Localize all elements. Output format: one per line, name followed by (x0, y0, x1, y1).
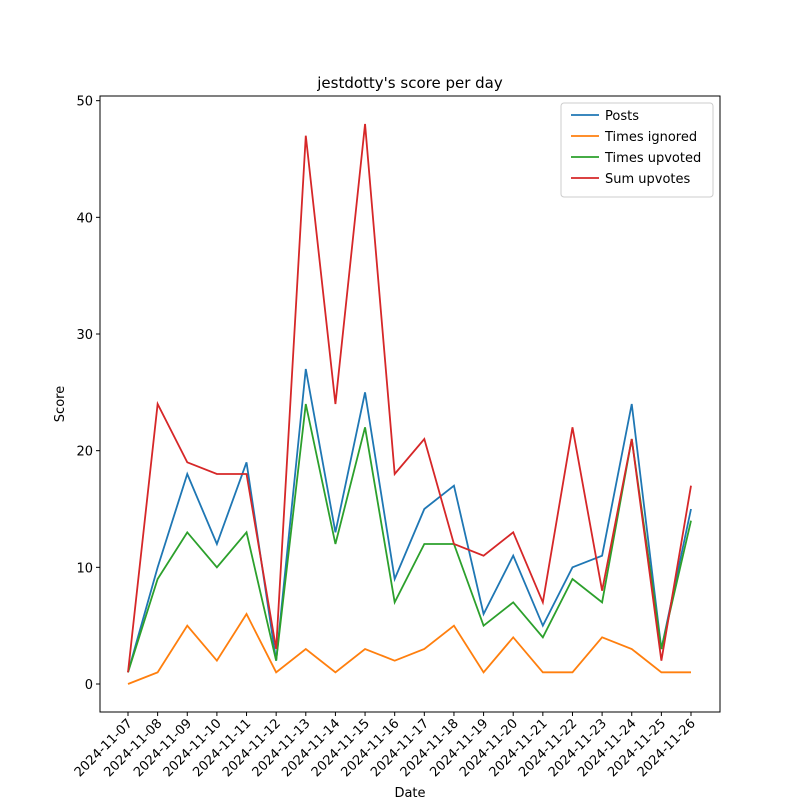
legend-label: Sum upvotes (605, 172, 691, 187)
legend-box (560, 102, 714, 198)
series-line (127, 403, 692, 673)
y-tick-label: 10 (76, 561, 93, 576)
y-tick-label: 30 (76, 328, 93, 343)
series-line (127, 123, 692, 673)
legend-label: Times ignored (604, 130, 697, 145)
legend-label: Posts (605, 109, 639, 124)
series-line (127, 612, 691, 685)
y-tick-label: 50 (76, 95, 93, 110)
legend-label: Times upvoted (604, 151, 701, 166)
y-tick-label: 40 (76, 211, 93, 226)
y-tick-label: 0 (85, 678, 93, 693)
y-axis-label: Score (53, 386, 68, 422)
y-tick-label: 20 (76, 445, 93, 460)
series-line (127, 368, 692, 673)
plot-frame (99, 95, 721, 713)
x-axis-label: Date (394, 786, 425, 800)
chart-title: jestdotty's score per day (316, 74, 503, 92)
